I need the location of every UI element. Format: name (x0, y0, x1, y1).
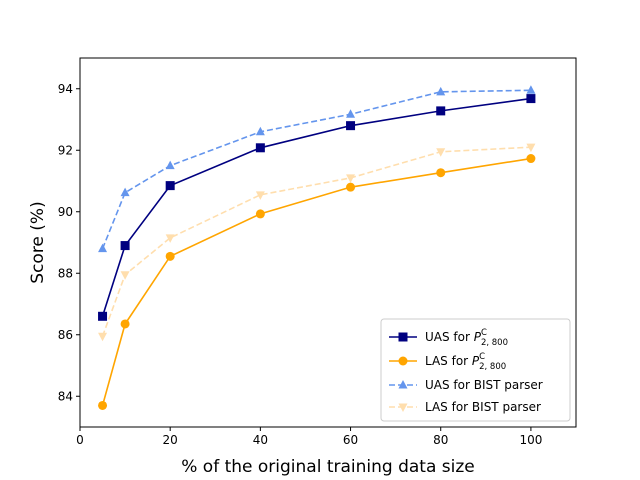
data-point (346, 182, 356, 192)
data-point (255, 209, 265, 219)
x-tick-label: 60 (343, 433, 358, 447)
data-point (165, 160, 175, 170)
y-axis-label: Score (%) (28, 201, 48, 283)
legend-label: UAS for BIST parser (425, 378, 543, 392)
legend: UAS for PC 2, 800 LAS for PC 2, 800 UAS for … (380, 318, 571, 422)
axes-frame (79, 57, 577, 428)
data-point (98, 311, 108, 321)
legend-marker (398, 332, 408, 342)
data-point (346, 109, 356, 118)
series-3 (98, 85, 536, 253)
y-axis: 84 86 88 90 92 94 (58, 82, 80, 403)
data-point (346, 174, 356, 183)
legend-marker (398, 380, 408, 389)
x-tick-label: 80 (433, 433, 448, 447)
series-line (101, 89, 531, 249)
data-point (120, 271, 130, 280)
legend-entry: UAS for BIST parser (389, 378, 543, 392)
series-1 (98, 94, 536, 321)
data-point (346, 121, 356, 131)
data-point (526, 94, 536, 104)
data-point (255, 126, 265, 136)
plot-area (98, 85, 536, 410)
data-point (436, 86, 446, 96)
y-tick-label: 92 (58, 143, 73, 157)
data-point (526, 154, 536, 164)
data-point (120, 187, 130, 197)
x-axis-label: % of the original training data size (181, 457, 475, 477)
y-tick-label: 84 (58, 389, 73, 403)
legend-label: LAS for PC 2, 800 (425, 352, 506, 372)
x-axis: 0 20 40 60 80 100 (76, 427, 542, 447)
data-point (165, 234, 175, 243)
data-point (526, 143, 536, 153)
legend-entry: UAS for PC 2, 800 (389, 328, 508, 348)
data-point (120, 241, 130, 251)
y-tick-label: 94 (58, 82, 73, 96)
data-point (436, 148, 446, 157)
y-tick-label: 90 (58, 205, 73, 219)
data-point (165, 251, 175, 261)
x-tick-label: 40 (253, 433, 268, 447)
legend-label: UAS for PC 2, 800 (425, 328, 508, 348)
legend-label: LAS for BIST parser (425, 400, 541, 414)
data-point (98, 332, 108, 342)
series-line (101, 97, 532, 317)
data-point (526, 85, 536, 94)
legend-box (380, 318, 571, 422)
series-2 (98, 154, 536, 410)
series-line (101, 146, 531, 337)
data-point (255, 191, 265, 200)
legend-entry: LAS for PC 2, 800 (389, 352, 506, 372)
series-4 (98, 143, 536, 342)
legend-entry: LAS for BIST parser (389, 400, 541, 414)
legend-marker (398, 403, 408, 412)
data-point (165, 181, 175, 191)
data-point (120, 319, 130, 329)
x-tick-label: 100 (519, 433, 542, 447)
y-tick-label: 86 (58, 328, 73, 342)
data-point (98, 400, 108, 410)
data-point (436, 168, 446, 178)
data-point (255, 143, 265, 153)
x-tick-label: 0 (76, 433, 84, 447)
legend-marker (398, 356, 408, 366)
x-tick-label: 20 (163, 433, 178, 447)
data-point (436, 106, 446, 116)
y-tick-label: 88 (58, 266, 73, 280)
data-point (98, 243, 108, 253)
